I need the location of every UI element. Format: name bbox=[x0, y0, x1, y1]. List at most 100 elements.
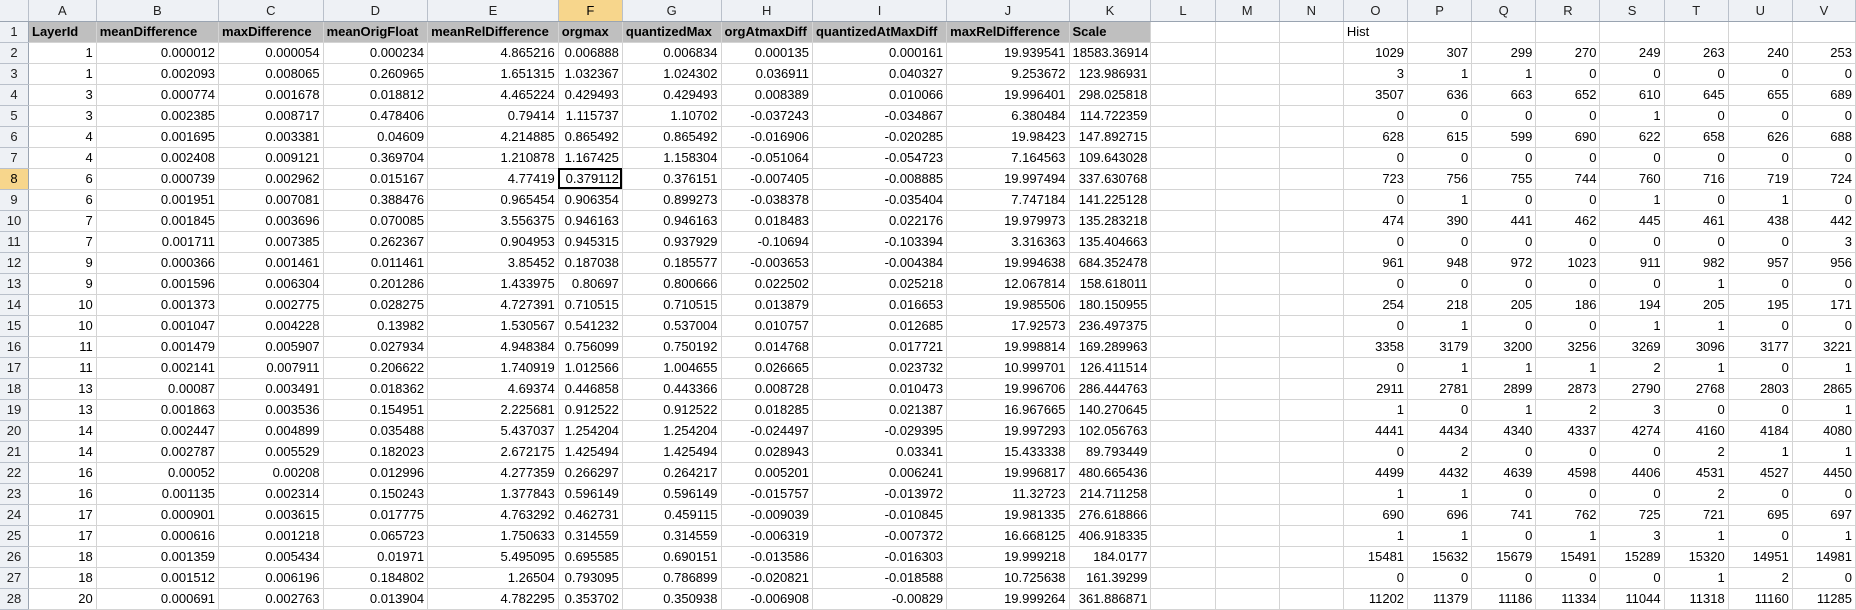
data-cell[interactable]: 161.39299 bbox=[1069, 567, 1152, 589]
hist-cell[interactable]: 1023 bbox=[1535, 252, 1601, 274]
empty-cell[interactable] bbox=[1279, 168, 1344, 190]
data-cell[interactable]: 0.070085 bbox=[323, 210, 429, 232]
data-cell[interactable]: 4.865216 bbox=[427, 42, 559, 64]
hist-cell[interactable]: 3179 bbox=[1407, 336, 1473, 358]
hist-cell[interactable]: 655 bbox=[1728, 84, 1793, 106]
empty-cell[interactable] bbox=[1215, 336, 1280, 358]
data-cell[interactable]: 0.001479 bbox=[96, 336, 220, 358]
hist-cell[interactable]: 4432 bbox=[1407, 462, 1473, 484]
empty-cell[interactable] bbox=[1150, 189, 1216, 211]
data-cell[interactable]: 0.459115 bbox=[622, 504, 722, 526]
hist-cell[interactable]: 1 bbox=[1792, 399, 1856, 421]
data-cell[interactable]: 1 bbox=[28, 42, 97, 64]
data-cell[interactable]: 0.001218 bbox=[218, 525, 324, 547]
data-cell[interactable]: 0.429493 bbox=[558, 84, 623, 106]
empty-cell[interactable] bbox=[1150, 126, 1216, 148]
hist-cell[interactable]: 0 bbox=[1343, 357, 1409, 379]
data-cell[interactable]: -0.008885 bbox=[812, 168, 948, 190]
data-cell[interactable]: 0.023732 bbox=[812, 357, 948, 379]
data-cell[interactable]: 276.618866 bbox=[1069, 504, 1152, 526]
hist-cell[interactable]: 0 bbox=[1664, 231, 1729, 253]
hist-cell[interactable]: 0 bbox=[1343, 273, 1409, 295]
data-cell[interactable]: 0.00052 bbox=[96, 462, 220, 484]
hist-cell[interactable]: 0 bbox=[1664, 189, 1729, 211]
empty-cell[interactable] bbox=[1215, 567, 1280, 589]
hist-cell[interactable]: 690 bbox=[1343, 504, 1409, 526]
hist-cell[interactable]: 0 bbox=[1599, 483, 1665, 505]
data-cell[interactable]: -0.034867 bbox=[812, 105, 948, 127]
data-cell[interactable]: 0.002408 bbox=[96, 147, 220, 169]
row-header[interactable]: 24 bbox=[0, 504, 29, 526]
data-cell[interactable]: 0.00087 bbox=[96, 378, 220, 400]
row-header[interactable]: 7 bbox=[0, 147, 29, 169]
data-cell[interactable]: 236.497375 bbox=[1069, 315, 1152, 337]
hist-label-cell[interactable]: Hist bbox=[1343, 21, 1409, 43]
empty-cell[interactable] bbox=[1215, 252, 1280, 274]
hist-cell[interactable]: 462 bbox=[1535, 210, 1601, 232]
empty-cell[interactable] bbox=[1279, 546, 1344, 568]
data-cell[interactable]: 11.32723 bbox=[946, 483, 1070, 505]
hist-cell[interactable]: 0 bbox=[1728, 399, 1793, 421]
data-cell[interactable]: 0.182023 bbox=[323, 441, 429, 463]
empty-cell[interactable] bbox=[1150, 525, 1216, 547]
data-cell[interactable]: 1.032367 bbox=[558, 63, 623, 85]
hist-cell[interactable]: 4160 bbox=[1664, 420, 1729, 442]
hist-cell[interactable]: 205 bbox=[1664, 294, 1729, 316]
hist-cell[interactable]: 956 bbox=[1792, 252, 1856, 274]
hist-cell[interactable]: 645 bbox=[1664, 84, 1729, 106]
empty-cell[interactable] bbox=[1215, 105, 1280, 127]
hist-cell[interactable]: 2 bbox=[1728, 567, 1793, 589]
column-header-e[interactable]: E bbox=[427, 0, 559, 22]
data-cell[interactable]: 1.012566 bbox=[558, 357, 623, 379]
column-header-u[interactable]: U bbox=[1728, 0, 1793, 22]
empty-cell[interactable] bbox=[1215, 21, 1280, 43]
empty-cell[interactable] bbox=[1150, 294, 1216, 316]
data-cell[interactable]: 1.004655 bbox=[622, 357, 722, 379]
hist-cell[interactable]: 0 bbox=[1792, 63, 1856, 85]
empty-cell[interactable] bbox=[1279, 420, 1344, 442]
data-cell[interactable]: 0.945315 bbox=[558, 231, 623, 253]
data-cell[interactable]: 0.006196 bbox=[218, 567, 324, 589]
data-cell[interactable]: 1.024302 bbox=[622, 63, 722, 85]
hist-cell[interactable]: 0 bbox=[1471, 231, 1537, 253]
data-cell[interactable]: 0.266297 bbox=[558, 462, 623, 484]
hist-cell[interactable]: 0 bbox=[1599, 147, 1665, 169]
data-cell[interactable]: 0.018285 bbox=[721, 399, 813, 421]
data-cell[interactable]: 0.793095 bbox=[558, 567, 623, 589]
data-cell[interactable]: 123.986931 bbox=[1069, 63, 1152, 85]
hist-cell[interactable]: 1 bbox=[1407, 63, 1473, 85]
data-cell[interactable]: 102.056763 bbox=[1069, 420, 1152, 442]
hist-cell[interactable]: 723 bbox=[1343, 168, 1409, 190]
hist-cell[interactable]: 254 bbox=[1343, 294, 1409, 316]
empty-cell[interactable] bbox=[1215, 441, 1280, 463]
hist-cell[interactable]: 1 bbox=[1664, 567, 1729, 589]
data-cell[interactable]: 4.763292 bbox=[427, 504, 559, 526]
data-cell[interactable]: 0.000012 bbox=[96, 42, 220, 64]
empty-cell[interactable] bbox=[1215, 84, 1280, 106]
data-cell[interactable]: 4.77419 bbox=[427, 168, 559, 190]
column-header-o[interactable]: O bbox=[1343, 0, 1409, 22]
data-cell[interactable]: 0.035488 bbox=[323, 420, 429, 442]
data-cell[interactable]: 0.013904 bbox=[323, 588, 429, 610]
hist-cell[interactable]: 1 bbox=[1664, 273, 1729, 295]
data-cell[interactable]: 0.443366 bbox=[622, 378, 722, 400]
empty-cell[interactable] bbox=[1150, 63, 1216, 85]
empty-cell[interactable] bbox=[1279, 42, 1344, 64]
hist-cell[interactable]: 1 bbox=[1407, 357, 1473, 379]
empty-cell[interactable] bbox=[1215, 378, 1280, 400]
data-cell[interactable]: 0.369704 bbox=[323, 147, 429, 169]
data-cell[interactable]: 5.495095 bbox=[427, 546, 559, 568]
data-cell[interactable]: 0.008065 bbox=[218, 63, 324, 85]
hist-cell[interactable]: 663 bbox=[1471, 84, 1537, 106]
column-header-m[interactable]: M bbox=[1215, 0, 1280, 22]
data-cell[interactable]: -0.016906 bbox=[721, 126, 813, 148]
data-cell[interactable]: 0.388476 bbox=[323, 189, 429, 211]
hist-cell[interactable]: 0 bbox=[1407, 231, 1473, 253]
data-cell[interactable]: 0.003491 bbox=[218, 378, 324, 400]
hist-cell[interactable]: 1 bbox=[1728, 189, 1793, 211]
data-cell[interactable]: 0.596149 bbox=[622, 483, 722, 505]
data-cell[interactable]: 0.350938 bbox=[622, 588, 722, 610]
empty-cell[interactable] bbox=[1279, 84, 1344, 106]
hist-cell[interactable]: 652 bbox=[1535, 84, 1601, 106]
data-cell[interactable]: 3.556375 bbox=[427, 210, 559, 232]
